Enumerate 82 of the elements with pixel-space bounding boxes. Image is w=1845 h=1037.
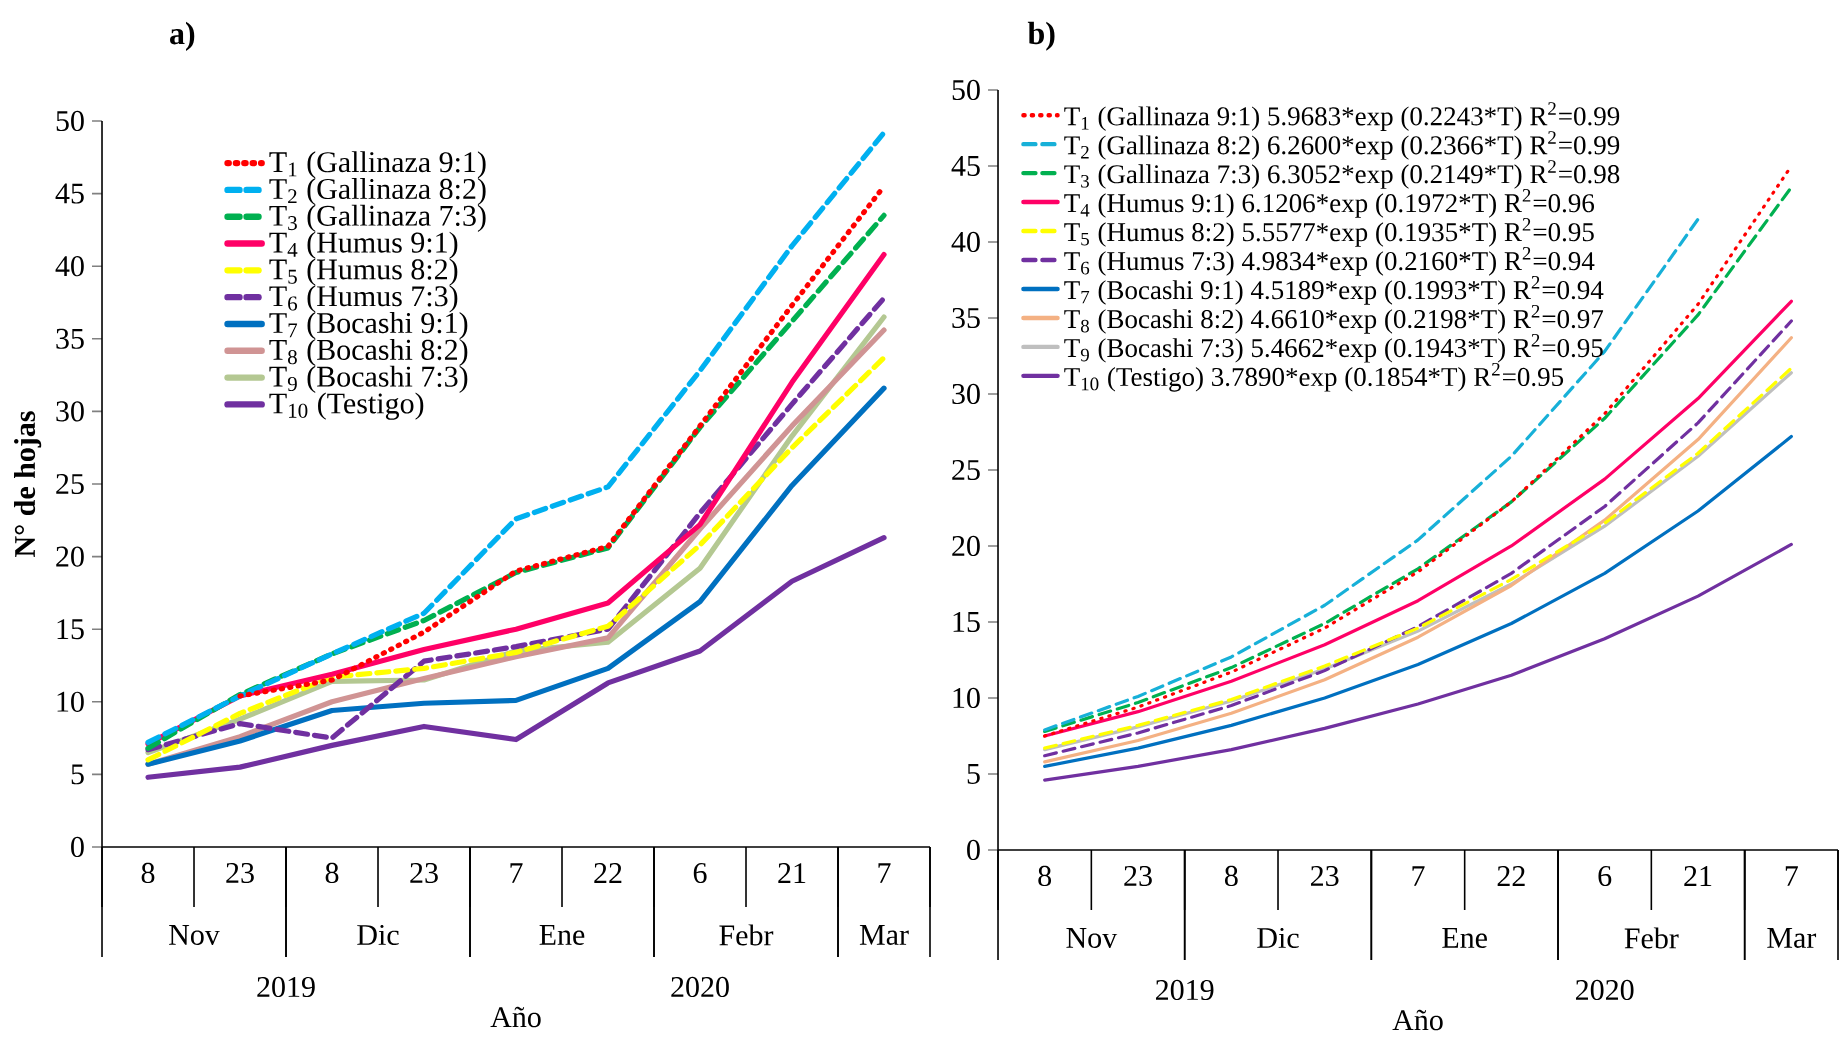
legend-label: T$_{4}$ (Humus 9:1) bbox=[269, 231, 458, 259]
x-tick-label: 22 bbox=[594, 863, 622, 883]
text: Mar bbox=[859, 925, 909, 945]
legend-label: T$_{2}$ (Gallinaza 8:2) bbox=[269, 178, 486, 206]
text: Febr bbox=[1624, 927, 1679, 949]
legend-label: T$_{10}$ (Testigo) 3.7890*exp (0.1854*T) R$^{2}$=0.95 bbox=[1064, 362, 1564, 392]
text: Nov bbox=[1066, 928, 1118, 948]
text: Febr bbox=[719, 924, 774, 946]
x-tick-label: 23 bbox=[1124, 865, 1152, 887]
x-tick-label: 8 bbox=[1224, 865, 1238, 887]
y-tick-label: 5 bbox=[967, 764, 980, 784]
line-series bbox=[1043, 434, 1793, 768]
y-tick-label: 20 bbox=[952, 535, 980, 557]
legend-label: T$_{8}$ (Bocashi 8:2) bbox=[269, 338, 468, 367]
x-tick-label: 7 bbox=[510, 863, 523, 883]
text: 2020 bbox=[671, 976, 729, 998]
y-tick-label: 35 bbox=[56, 328, 84, 349]
legend-label: T$_{3}$ (Gallinaza 7:3) 6.3052*exp (0.2149*T) R$^{2}$=0.98 bbox=[1064, 160, 1620, 189]
y-tick-label: 25 bbox=[952, 459, 980, 481]
x-tick-label: 23 bbox=[410, 862, 438, 884]
y-tick-label: 15 bbox=[57, 619, 84, 640]
x-tick-label: 23 bbox=[1310, 865, 1339, 887]
y-tick-label: 30 bbox=[56, 401, 84, 422]
x-tick-label: 8 bbox=[325, 862, 339, 884]
x-tick-label: 21 bbox=[1684, 866, 1712, 886]
x-tick-label: 22 bbox=[1497, 866, 1525, 886]
legend-label: T$_{9}$ (Bocashi 7:3) 5.4662*exp (0.1943*T) R$^{2}$=0.95 bbox=[1064, 333, 1603, 363]
y-tick-label: 20 bbox=[56, 546, 84, 567]
line-series bbox=[1043, 217, 1700, 732]
x-tick-label: 7 bbox=[878, 863, 891, 883]
legend-label: T$_{7}$ (Bocashi 9:1) bbox=[269, 312, 468, 340]
legend-label: T$_{5}$ (Humus 8:2) 5.5577*exp (0.1935*T) R$^{2}$=0.95 bbox=[1064, 218, 1594, 247]
legend-label: T$_{1}$ (Gallinaza 9:1) bbox=[269, 151, 486, 179]
legend-label: T$_{5}$ (Humus 8:2) bbox=[269, 258, 458, 286]
legend-label: T$_{8}$ (Bocashi 8:2) 4.6610*exp (0.2198*T) R$^{2}$=0.97 bbox=[1064, 304, 1604, 334]
text: Ene bbox=[539, 925, 585, 945]
legend-label: T$_{2}$ (Gallinaza 8:2) 6.2600*exp (0.2366*T) R$^{2}$=0.99 bbox=[1064, 131, 1620, 160]
text: 2019 bbox=[1155, 979, 1214, 1001]
x-axis-title: Año bbox=[490, 1006, 541, 1028]
y-tick-label: 0 bbox=[71, 836, 84, 858]
legend-label: T$_{3}$ (Gallinaza 7:3) bbox=[269, 204, 486, 233]
y-tick-label: 15 bbox=[953, 611, 980, 633]
x-tick-label: 21 bbox=[778, 863, 806, 883]
text: Dic bbox=[357, 924, 399, 946]
y-tick-label: 45 bbox=[55, 183, 84, 204]
x-tick-label: 8 bbox=[1038, 865, 1052, 887]
legend-label: T$_{6}$ (Humus 7:3) 4.9834*exp (0.2160*T) R$^{2}$=0.94 bbox=[1064, 247, 1595, 276]
y-tick-label: 30 bbox=[952, 383, 980, 405]
legend-label: T$_{6}$ (Humus 7:3) bbox=[269, 285, 458, 313]
line-series bbox=[1043, 542, 1793, 782]
legend-label: T$_{4}$ (Humus 9:1) 6.1206*exp (0.1972*T) R$^{2}$=0.96 bbox=[1064, 189, 1595, 218]
text: Mar bbox=[1767, 928, 1817, 948]
y-tick-label: 40 bbox=[55, 256, 84, 277]
text: Dic bbox=[1257, 927, 1299, 949]
y-tick-label: 5 bbox=[71, 764, 84, 785]
x-tick-label: 8 bbox=[141, 862, 155, 884]
text: Nov bbox=[169, 925, 220, 945]
y-axis-title: N° de hojas bbox=[14, 411, 42, 557]
x-tick-label: 7 bbox=[1412, 866, 1425, 886]
x-tick-label: 6 bbox=[1598, 865, 1612, 887]
y-tick-label: 50 bbox=[952, 79, 980, 101]
y-tick-label: 50 bbox=[56, 110, 84, 132]
legend-label: T$_{9}$ (Bocashi 7:3) bbox=[269, 365, 468, 393]
text: 2020 bbox=[1575, 979, 1634, 1001]
y-tick-label: 25 bbox=[56, 473, 84, 495]
x-axis-title: Año bbox=[1392, 1009, 1443, 1031]
y-tick-label: 40 bbox=[951, 231, 980, 253]
text: Ene bbox=[1442, 928, 1487, 948]
y-tick-label: 10 bbox=[953, 687, 980, 709]
y-tick-label: 0 bbox=[967, 839, 980, 861]
y-tick-label: 45 bbox=[951, 155, 980, 176]
x-tick-label: 6 bbox=[693, 862, 707, 884]
legend-label: T$_{1}$ (Gallinaza 9:1) 5.9683*exp (0.2243*T) R$^{2}$=0.99 bbox=[1064, 102, 1620, 131]
legend-label: T$_{10}$ (Testigo) bbox=[269, 392, 424, 420]
x-tick-label: 23 bbox=[226, 862, 254, 884]
chart-title: b) bbox=[1027, 21, 1055, 51]
chart-title: a) bbox=[170, 21, 195, 51]
y-tick-label: 35 bbox=[952, 307, 980, 329]
x-tick-label: 7 bbox=[1785, 866, 1798, 886]
y-tick-label: 10 bbox=[57, 691, 84, 712]
text: 2019 bbox=[257, 976, 315, 998]
legend-label: T$_{7}$ (Bocashi 9:1) 4.5189*exp (0.1993*T) R$^{2}$=0.94 bbox=[1064, 275, 1604, 305]
